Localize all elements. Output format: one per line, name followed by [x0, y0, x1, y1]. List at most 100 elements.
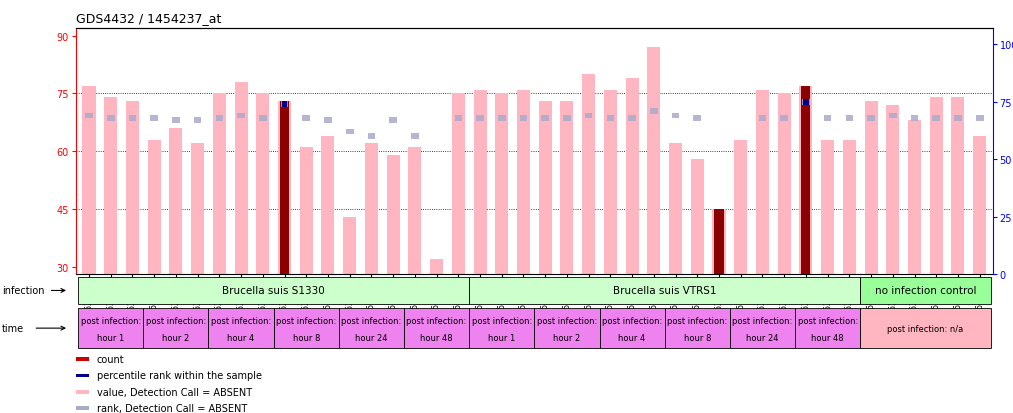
Bar: [889, 113, 897, 119]
Bar: [954, 116, 961, 121]
Text: post infection:: post infection:: [277, 316, 336, 325]
Bar: [886, 106, 900, 275]
Bar: [85, 113, 93, 119]
Text: value, Detection Call = ABSENT: value, Detection Call = ABSENT: [96, 387, 251, 397]
Bar: [389, 118, 397, 123]
Bar: [324, 118, 332, 123]
Text: hour 48: hour 48: [811, 333, 844, 342]
Bar: [216, 116, 223, 121]
Bar: [150, 116, 158, 121]
Bar: [517, 90, 530, 275]
Bar: [259, 116, 266, 121]
Bar: [712, 209, 725, 275]
Bar: [280, 102, 289, 275]
Text: post infection:: post infection:: [211, 316, 271, 325]
Bar: [930, 98, 943, 275]
Text: post infection:: post infection:: [602, 316, 663, 325]
Bar: [803, 100, 808, 105]
Bar: [343, 217, 357, 275]
Text: post infection:: post infection:: [406, 316, 467, 325]
Bar: [281, 102, 289, 107]
Bar: [303, 116, 310, 121]
Bar: [734, 140, 748, 275]
Bar: [647, 48, 660, 275]
Bar: [126, 102, 139, 275]
Bar: [824, 116, 832, 121]
Bar: [535, 309, 600, 348]
Bar: [452, 94, 465, 275]
Bar: [867, 116, 875, 121]
Bar: [495, 94, 509, 275]
Bar: [780, 116, 788, 121]
Text: count: count: [96, 354, 125, 364]
Bar: [408, 148, 421, 275]
Bar: [78, 277, 469, 304]
Bar: [365, 144, 378, 275]
Bar: [76, 390, 89, 394]
Bar: [539, 102, 552, 275]
Bar: [274, 309, 338, 348]
Bar: [778, 94, 791, 275]
Text: hour 48: hour 48: [420, 333, 453, 342]
Bar: [300, 148, 313, 275]
Text: time: time: [2, 323, 24, 333]
Text: post infection:: post infection:: [472, 316, 532, 325]
Text: Brucella suis S1330: Brucella suis S1330: [222, 286, 325, 296]
Bar: [822, 140, 834, 275]
Text: post infection:: post infection:: [732, 316, 792, 325]
Bar: [932, 116, 940, 121]
Bar: [730, 309, 795, 348]
Bar: [76, 406, 89, 410]
Text: hour 4: hour 4: [619, 333, 645, 342]
Bar: [563, 116, 570, 121]
Text: post infection:: post infection:: [146, 316, 206, 325]
Bar: [172, 118, 179, 123]
Text: hour 2: hour 2: [553, 333, 580, 342]
Bar: [148, 140, 161, 275]
Bar: [237, 113, 245, 119]
Text: hour 1: hour 1: [488, 333, 516, 342]
Bar: [607, 116, 614, 121]
Bar: [973, 136, 987, 275]
Bar: [801, 86, 810, 275]
Bar: [235, 83, 247, 275]
Bar: [473, 90, 486, 275]
Bar: [908, 121, 921, 275]
Bar: [82, 86, 95, 275]
Bar: [911, 116, 919, 121]
Bar: [604, 90, 617, 275]
Text: hour 8: hour 8: [684, 333, 711, 342]
Text: post infection:: post infection:: [668, 316, 727, 325]
Bar: [345, 129, 354, 135]
Bar: [843, 140, 856, 275]
Bar: [795, 309, 860, 348]
Text: hour 1: hour 1: [97, 333, 125, 342]
Bar: [169, 129, 182, 275]
Bar: [213, 94, 226, 275]
Bar: [209, 309, 274, 348]
Bar: [469, 309, 535, 348]
Bar: [802, 100, 809, 105]
Bar: [650, 109, 657, 114]
Bar: [976, 116, 984, 121]
Bar: [498, 116, 505, 121]
Bar: [387, 156, 400, 275]
Bar: [799, 86, 812, 275]
Text: post infection:: post infection:: [797, 316, 858, 325]
Text: GDS4432 / 1454237_at: GDS4432 / 1454237_at: [76, 12, 222, 25]
Bar: [76, 374, 89, 377]
Bar: [193, 118, 202, 123]
Bar: [78, 309, 143, 348]
Bar: [107, 116, 114, 121]
Bar: [282, 102, 288, 107]
Bar: [951, 98, 964, 275]
Bar: [665, 309, 730, 348]
Bar: [520, 116, 528, 121]
Text: hour 24: hour 24: [356, 333, 388, 342]
Text: hour 2: hour 2: [162, 333, 189, 342]
Text: Brucella suis VTRS1: Brucella suis VTRS1: [613, 286, 716, 296]
Text: hour 8: hour 8: [293, 333, 320, 342]
Bar: [600, 309, 665, 348]
Bar: [860, 277, 991, 304]
Bar: [626, 79, 638, 275]
